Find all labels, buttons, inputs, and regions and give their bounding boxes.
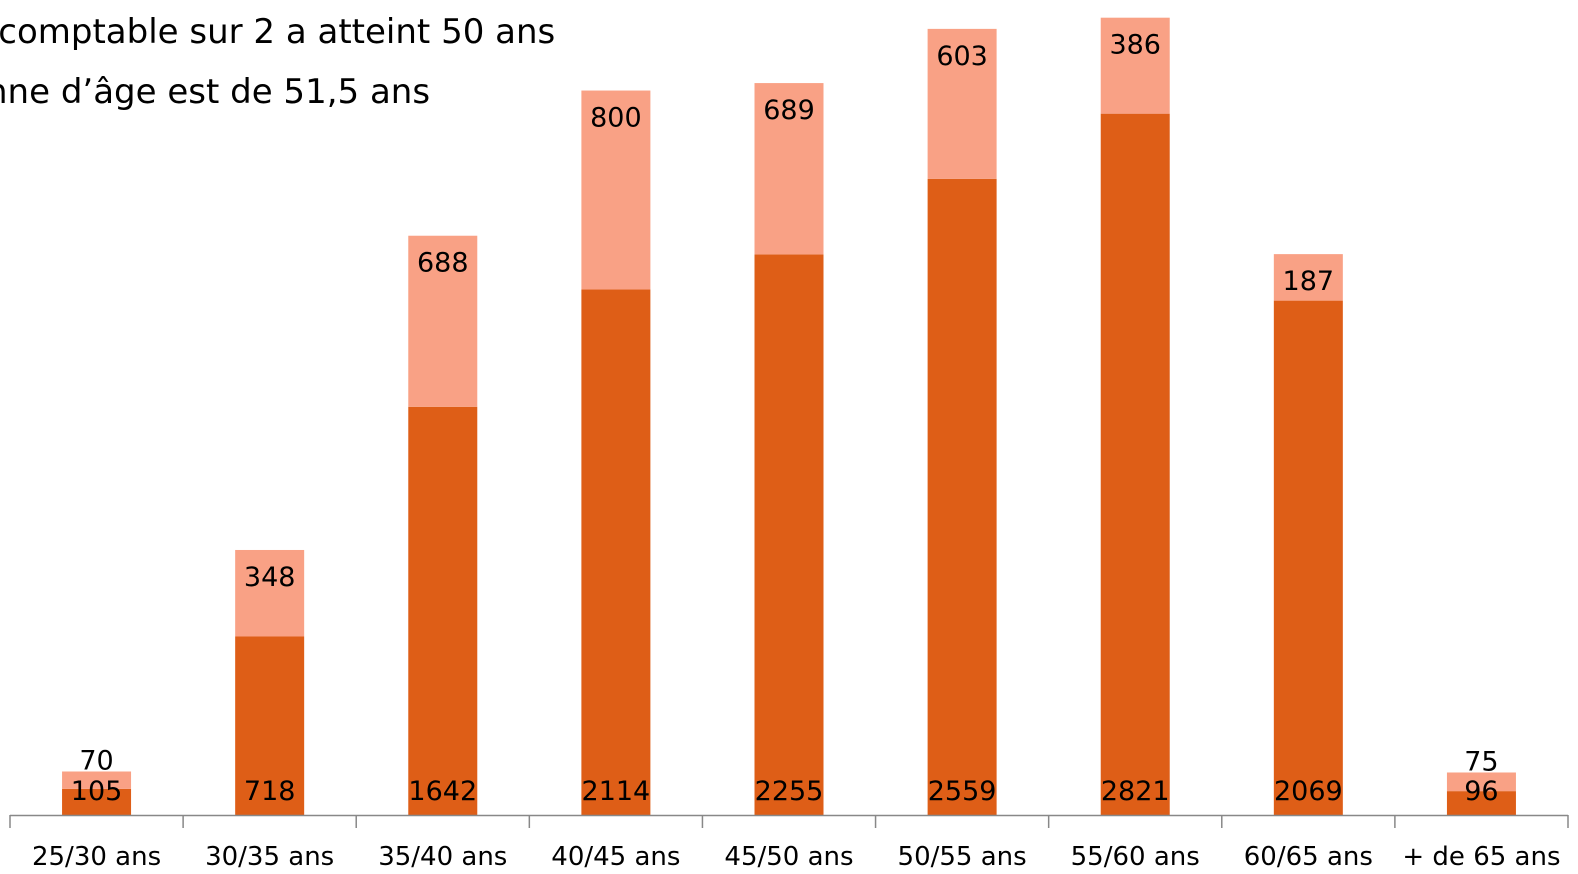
data-label-1-3: 1642 xyxy=(408,776,477,807)
data-label-2-9: 75 xyxy=(1464,746,1498,777)
bar-segment-1-9 xyxy=(1446,791,1516,815)
data-label-1-1: 105 xyxy=(71,776,123,807)
data-label-2-2: 348 xyxy=(244,562,296,593)
data-label-2-6: 603 xyxy=(936,41,988,72)
bar-segment-1-1 xyxy=(62,788,132,815)
x-tick-label-2: 30/35 ans xyxy=(205,842,334,872)
data-label-1-5: 2255 xyxy=(755,776,824,807)
data-label-2-5: 689 xyxy=(763,95,815,126)
data-label-2-3: 688 xyxy=(417,248,469,279)
data-label-1-6: 2559 xyxy=(928,776,997,807)
bar-segment-2-6 xyxy=(927,28,997,179)
data-label-1-8: 2069 xyxy=(1274,776,1343,807)
data-label-2-4: 800 xyxy=(590,103,642,134)
bar-segment-1-7 xyxy=(1100,113,1170,815)
data-label-2-8: 187 xyxy=(1283,266,1335,297)
data-label-1-9: 96 xyxy=(1464,776,1498,807)
data-label-2-7: 386 xyxy=(1109,30,1161,61)
bar-segment-1-2 xyxy=(235,636,305,815)
x-tick-label-6: 50/55 ans xyxy=(898,842,1027,872)
bar-segment-2-9 xyxy=(1446,772,1516,792)
x-tick-label-3: 35/40 ans xyxy=(378,842,507,872)
x-tick-label-1: 25/30 ans xyxy=(32,842,161,872)
chart-title-line-1: -comptable sur 2 a atteint 50 ans xyxy=(0,12,556,52)
data-label-1-4: 2114 xyxy=(582,776,651,807)
bar-segment-2-5 xyxy=(754,83,824,255)
bar-segment-1-3 xyxy=(408,406,478,815)
chart-title-line-2: nne d’âge est de 51,5 ans xyxy=(0,72,431,112)
x-tick-label-8: 60/65 ans xyxy=(1244,842,1373,872)
bar-segment-1-6 xyxy=(927,178,997,816)
data-label-1-7: 2821 xyxy=(1101,776,1170,807)
bar-segment-1-5 xyxy=(754,254,824,815)
data-label-2-1: 70 xyxy=(79,745,113,776)
x-tick-label-4: 40/45 ans xyxy=(551,842,680,872)
bar-segment-1-4 xyxy=(581,289,651,815)
x-axis: 25/30 ans 30/35 ans 35/40 ans 40/45 ans 45/5… xyxy=(9,814,1569,872)
bar-segment-2-1 xyxy=(62,771,132,789)
data-label-1-2: 718 xyxy=(244,776,296,807)
bar-segment-2-4 xyxy=(581,90,651,290)
bar-segment-1-8 xyxy=(1273,300,1343,816)
bar-segment-2-2 xyxy=(235,549,305,637)
bars-group xyxy=(62,17,1516,816)
x-tick-label-5: 45/50 ans xyxy=(724,842,853,872)
bar-segment-2-7 xyxy=(1100,17,1170,114)
bar-segment-2-3 xyxy=(408,235,478,407)
x-tick-label-7: 55/60 ans xyxy=(1071,842,1200,872)
x-tick-label-9: + de 65 ans xyxy=(1402,842,1560,872)
bar-segment-2-8 xyxy=(1273,254,1343,301)
